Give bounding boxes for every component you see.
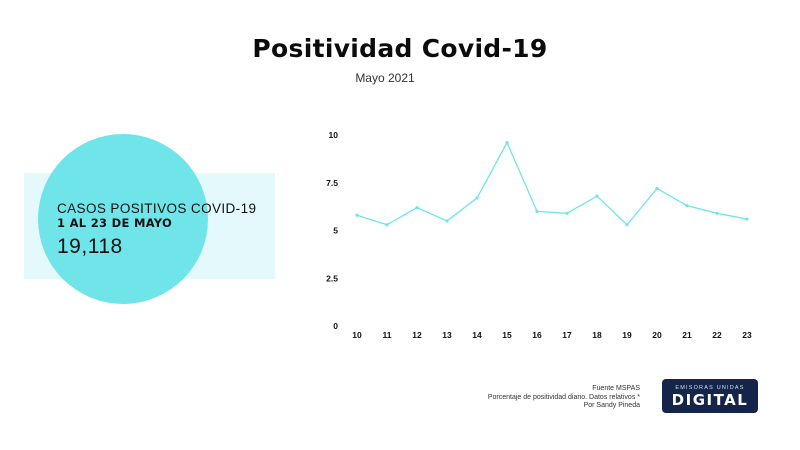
x-tick-label: 15 xyxy=(502,330,512,340)
y-tick-label: 7.5 xyxy=(326,178,338,188)
data-point xyxy=(595,194,599,198)
x-tick-label: 14 xyxy=(472,330,482,340)
x-tick-label: 17 xyxy=(562,330,572,340)
footer-credits: Fuente MSPAS Porcentaje de positividad d… xyxy=(488,385,640,411)
note-text: Porcentaje de positividad diario. Datos … xyxy=(487,393,640,401)
data-point xyxy=(445,219,449,223)
y-axis-ticks: 0 2.5 5 7.5 10 xyxy=(326,130,338,331)
x-tick-label: 18 xyxy=(592,330,602,340)
x-tick-label: 13 xyxy=(442,330,452,340)
x-tick-label: 20 xyxy=(652,330,662,340)
x-tick-label: 22 xyxy=(712,330,722,340)
positivity-series-line xyxy=(356,141,748,226)
cases-total: 19,118 xyxy=(57,235,123,258)
data-point xyxy=(745,217,749,221)
x-tick-label: 11 xyxy=(383,330,392,340)
y-tick-label: 0 xyxy=(333,321,338,331)
x-tick-label: 23 xyxy=(742,330,752,340)
x-tick-label: 12 xyxy=(412,330,422,340)
chart-title: Positividad Covid-19 xyxy=(252,34,548,63)
data-point xyxy=(565,211,569,215)
emisoras-unidas-logo: EMISORAS UNIDAS DIGITAL xyxy=(662,379,758,413)
x-tick-label: 10 xyxy=(352,330,362,340)
data-point xyxy=(475,196,479,200)
data-point xyxy=(655,186,659,191)
highlight-circle xyxy=(38,134,208,304)
data-point xyxy=(715,211,719,215)
y-tick-label: 2.5 xyxy=(326,273,338,283)
data-point xyxy=(505,141,509,145)
x-tick-label: 19 xyxy=(622,330,632,340)
series-points xyxy=(355,141,749,227)
x-tick-label: 21 xyxy=(682,330,692,340)
data-point xyxy=(355,213,359,217)
data-point xyxy=(415,205,419,210)
y-tick-label: 10 xyxy=(329,130,339,140)
source-text: Fuente MSPAS xyxy=(592,385,640,392)
author-text: Por Sandy Pineda xyxy=(583,402,640,409)
y-tick-label: 5 xyxy=(333,226,338,236)
chart-subtitle: Mayo 2021 xyxy=(355,71,415,85)
data-point xyxy=(535,209,539,213)
data-point xyxy=(625,223,629,227)
cases-date-range: 1 AL 23 DE MAYO xyxy=(57,216,173,230)
x-axis-ticks: 10 11 12 13 14 15 16 17 18 19 20 21 22 23 xyxy=(352,330,752,340)
logo-main-text: DIGITAL xyxy=(671,391,749,409)
logo-top-text: EMISORAS UNIDAS xyxy=(675,385,745,391)
data-point xyxy=(385,223,389,227)
data-point xyxy=(685,204,689,208)
x-tick-label: 16 xyxy=(532,330,542,340)
cases-label: CASOS POSITIVOS COVID-19 xyxy=(57,201,257,216)
